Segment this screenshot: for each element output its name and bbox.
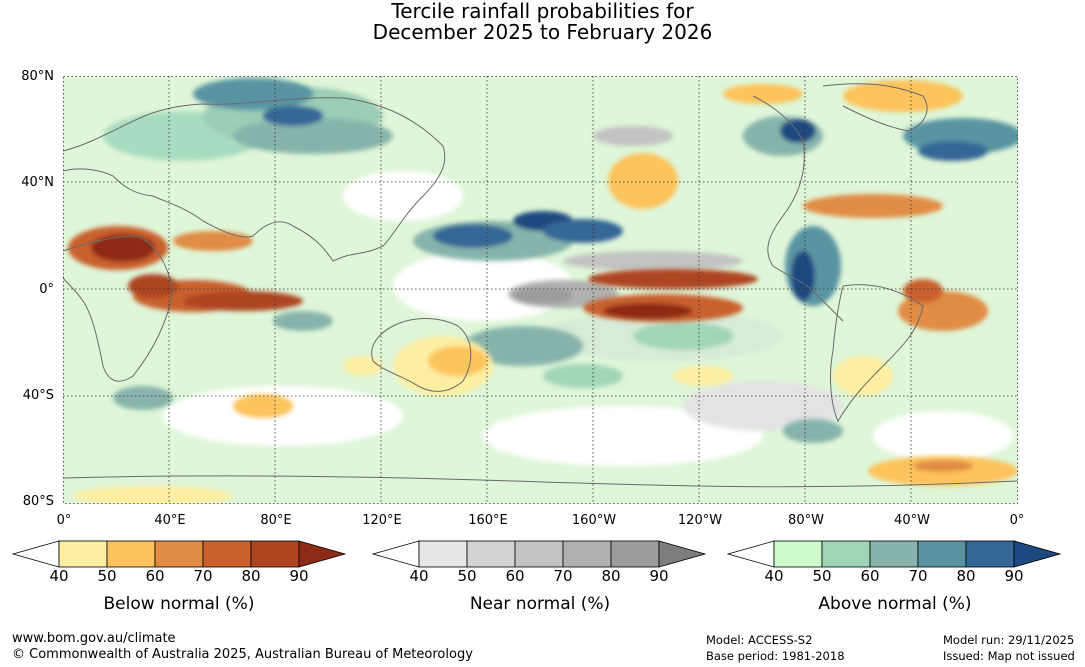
below-tick-80: 80: [241, 567, 261, 585]
above-colorbar-segment: [773, 540, 823, 568]
lon-label-80e: 80°E: [260, 513, 292, 528]
above-tick-70: 70: [908, 567, 928, 585]
below-colorbar-segment: [202, 540, 252, 568]
above-tick-60: 60: [860, 567, 880, 585]
above-tick-50: 50: [812, 567, 832, 585]
above-colorbar-segment: [917, 540, 967, 568]
near-tick-50: 50: [457, 567, 477, 585]
model-run: Model run: 29/11/2025: [943, 633, 1075, 647]
below-tick-50: 50: [97, 567, 117, 585]
below-tick-70: 70: [193, 567, 213, 585]
below-normal-label: Below normal (%): [103, 594, 255, 614]
bom-url: www.bom.gov.au/climate: [12, 631, 176, 646]
lon-label-160w: 160°W: [571, 513, 617, 528]
lon-label-40e: 40°E: [154, 513, 186, 528]
near-tick-60: 60: [505, 567, 525, 585]
below-colorbar-segment: [58, 540, 108, 568]
lon-label-160e: 160°E: [468, 513, 508, 528]
near-tick-70: 70: [553, 567, 573, 585]
near-colorbar-segment: [514, 540, 564, 568]
near-colorbar-extend-low: [372, 540, 420, 568]
rainfall-probability-map: [63, 76, 1018, 504]
above-tick-40: 40: [764, 567, 784, 585]
lon-label-0: 0°: [56, 513, 72, 528]
below-colorbar-extend-high: [298, 540, 347, 568]
below-tick-40: 40: [49, 567, 69, 585]
near-tick-80: 80: [601, 567, 621, 585]
lon-label-0-east: 0°: [1009, 513, 1025, 528]
near-normal-colorbar: [372, 540, 707, 568]
near-colorbar-segment: [610, 540, 660, 568]
lon-label-120w: 120°W: [677, 513, 723, 528]
lon-label-40w: 40°W: [894, 513, 930, 528]
above-normal-colorbar: [727, 540, 1062, 568]
model-name: Model: ACCESS-S2: [706, 633, 813, 647]
above-colorbar-segment: [869, 540, 919, 568]
above-colorbar-extend-low: [727, 540, 775, 568]
lon-label-80w: 80°W: [788, 513, 824, 528]
below-tick-90: 90: [289, 567, 309, 585]
below-tick-60: 60: [145, 567, 165, 585]
lat-label-80n: 80°N: [21, 69, 54, 84]
copyright: © Commonwealth of Australia 2025, Austra…: [12, 647, 473, 662]
near-colorbar-segment: [418, 540, 468, 568]
above-tick-80: 80: [956, 567, 976, 585]
above-colorbar-segment: [965, 540, 1015, 568]
above-colorbar-extend-high: [1013, 540, 1062, 568]
above-normal-label: Above normal (%): [818, 594, 972, 614]
map-title-line-2: December 2025 to February 2026: [372, 20, 713, 44]
issued-status: Issued: Map not issued: [943, 649, 1075, 663]
lat-label-0: 0°: [39, 282, 54, 297]
below-colorbar-segment: [106, 540, 156, 568]
above-colorbar-segment: [821, 540, 871, 568]
lat-label-40n: 40°N: [21, 175, 54, 190]
lat-label-80s: 80°S: [22, 494, 54, 509]
base-period: Base period: 1981-2018: [706, 649, 845, 663]
near-colorbar-segment: [562, 540, 612, 568]
near-tick-90: 90: [649, 567, 669, 585]
near-tick-40: 40: [409, 567, 429, 585]
lat-label-40s: 40°S: [22, 388, 54, 403]
below-colorbar-extend-low: [12, 540, 60, 568]
near-colorbar-segment: [466, 540, 516, 568]
near-colorbar-extend-high: [658, 540, 707, 568]
above-tick-90: 90: [1004, 567, 1024, 585]
below-normal-colorbar: [12, 540, 347, 568]
lon-label-120e: 120°E: [362, 513, 402, 528]
near-normal-label: Near normal (%): [469, 594, 611, 614]
below-colorbar-segment: [250, 540, 300, 568]
below-colorbar-segment: [154, 540, 204, 568]
map-title-line-1: Tercile rainfall probabilities for: [391, 0, 694, 23]
